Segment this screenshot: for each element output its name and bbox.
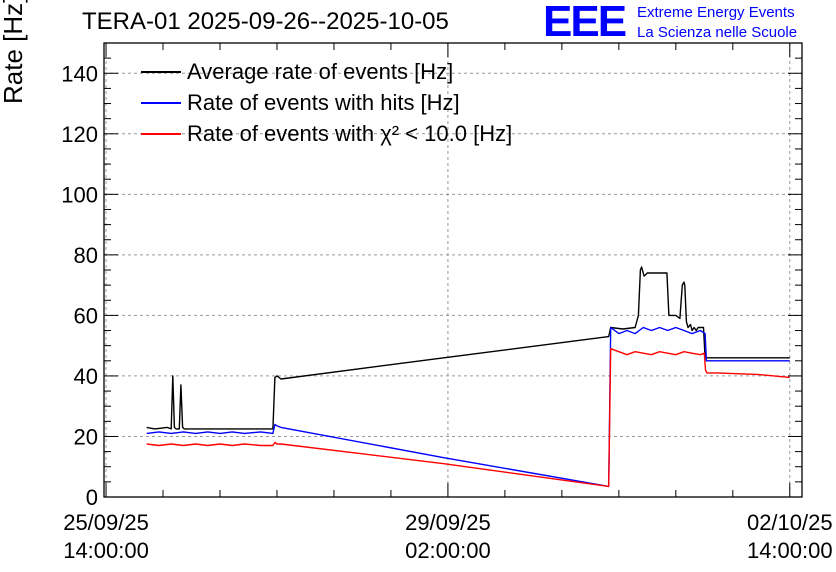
y-tick-label: 60: [74, 303, 98, 328]
legend-line-average: [141, 71, 181, 73]
y-tick-label: 140: [61, 61, 98, 86]
series-line-0: [146, 266, 790, 430]
y-tick-label: 40: [74, 364, 98, 389]
logo-subtitle-1: Extreme Energy Events: [637, 4, 795, 21]
x-tick-time: 14:00:00: [746, 538, 833, 563]
y-tick-label: 80: [74, 243, 98, 268]
legend-label-hits: Rate of events with hits [Hz]: [187, 90, 460, 115]
data-series: [146, 266, 790, 488]
x-tick-date: 02/10/25: [746, 510, 833, 535]
legend-line-chi2: [141, 133, 181, 135]
x-tick-date: 29/09/25: [405, 510, 491, 535]
x-tick-date: 25/09/25: [63, 510, 149, 535]
y-tick-label: 100: [61, 182, 98, 207]
y-tick-label: 20: [74, 424, 98, 449]
legend-label-average: Average rate of events [Hz]: [187, 59, 454, 84]
x-tick-label-0: 25/09/25 14:00:00: [36, 509, 176, 565]
x-tick-label-2: 02/10/25 14:00:00: [720, 509, 836, 565]
y-axis-label: Rate [Hz]: [0, 0, 28, 104]
series-line-2: [146, 348, 790, 488]
x-tick-label-1: 29/09/25 02:00:00: [378, 509, 518, 565]
eee-logo: EEE: [543, 0, 627, 46]
logo-subtitle-2: La Scienza nelle Scuole: [637, 24, 798, 41]
x-tick-time: 02:00:00: [405, 538, 491, 563]
y-tick-label: 120: [61, 122, 98, 147]
x-tick-time: 14:00:00: [63, 538, 149, 563]
chart-title: TERA-01 2025-09-26--2025-10-05: [82, 8, 449, 35]
legend-line-hits: [141, 102, 181, 104]
grid-lines: [104, 43, 802, 497]
series-line-1: [146, 326, 790, 488]
axis-ticks: 0 20 40 60 80 100 120 140: [61, 42, 802, 510]
y-tick-label: 0: [86, 485, 98, 510]
legend-label-chi2: Rate of events with χ² < 10.0 [Hz]: [187, 121, 513, 146]
